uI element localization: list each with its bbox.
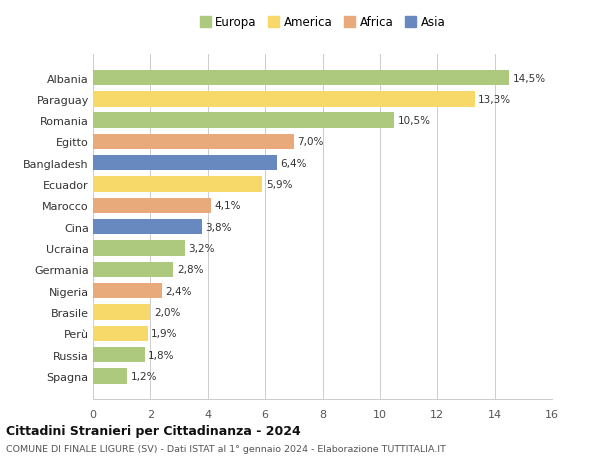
Bar [93,156,277,171]
Text: 2,4%: 2,4% [165,286,192,296]
Bar [93,134,294,150]
Text: 4,1%: 4,1% [214,201,241,211]
Text: 5,9%: 5,9% [266,179,292,190]
Text: 1,2%: 1,2% [131,371,157,381]
Legend: Europa, America, Africa, Asia: Europa, America, Africa, Asia [200,16,445,29]
Text: 3,2%: 3,2% [188,243,215,253]
Bar [93,283,162,299]
Text: 1,8%: 1,8% [148,350,175,360]
Text: COMUNE DI FINALE LIGURE (SV) - Dati ISTAT al 1° gennaio 2024 - Elaborazione TUTT: COMUNE DI FINALE LIGURE (SV) - Dati ISTA… [6,444,446,453]
Text: 3,8%: 3,8% [205,222,232,232]
Bar [93,71,509,86]
Text: 14,5%: 14,5% [512,73,545,84]
Bar [93,369,127,384]
Bar [93,262,173,277]
Bar [93,177,262,192]
Text: 10,5%: 10,5% [398,116,431,126]
Bar [93,113,394,129]
Bar [93,198,211,213]
Bar [93,305,151,320]
Bar [93,347,145,363]
Bar [93,92,475,107]
Bar [93,241,185,256]
Text: 2,0%: 2,0% [154,307,180,317]
Text: 7,0%: 7,0% [297,137,323,147]
Bar [93,326,148,341]
Text: Cittadini Stranieri per Cittadinanza - 2024: Cittadini Stranieri per Cittadinanza - 2… [6,424,301,437]
Text: 6,4%: 6,4% [280,158,307,168]
Bar [93,219,202,235]
Text: 13,3%: 13,3% [478,95,511,105]
Text: 2,8%: 2,8% [177,265,203,275]
Text: 1,9%: 1,9% [151,329,178,338]
